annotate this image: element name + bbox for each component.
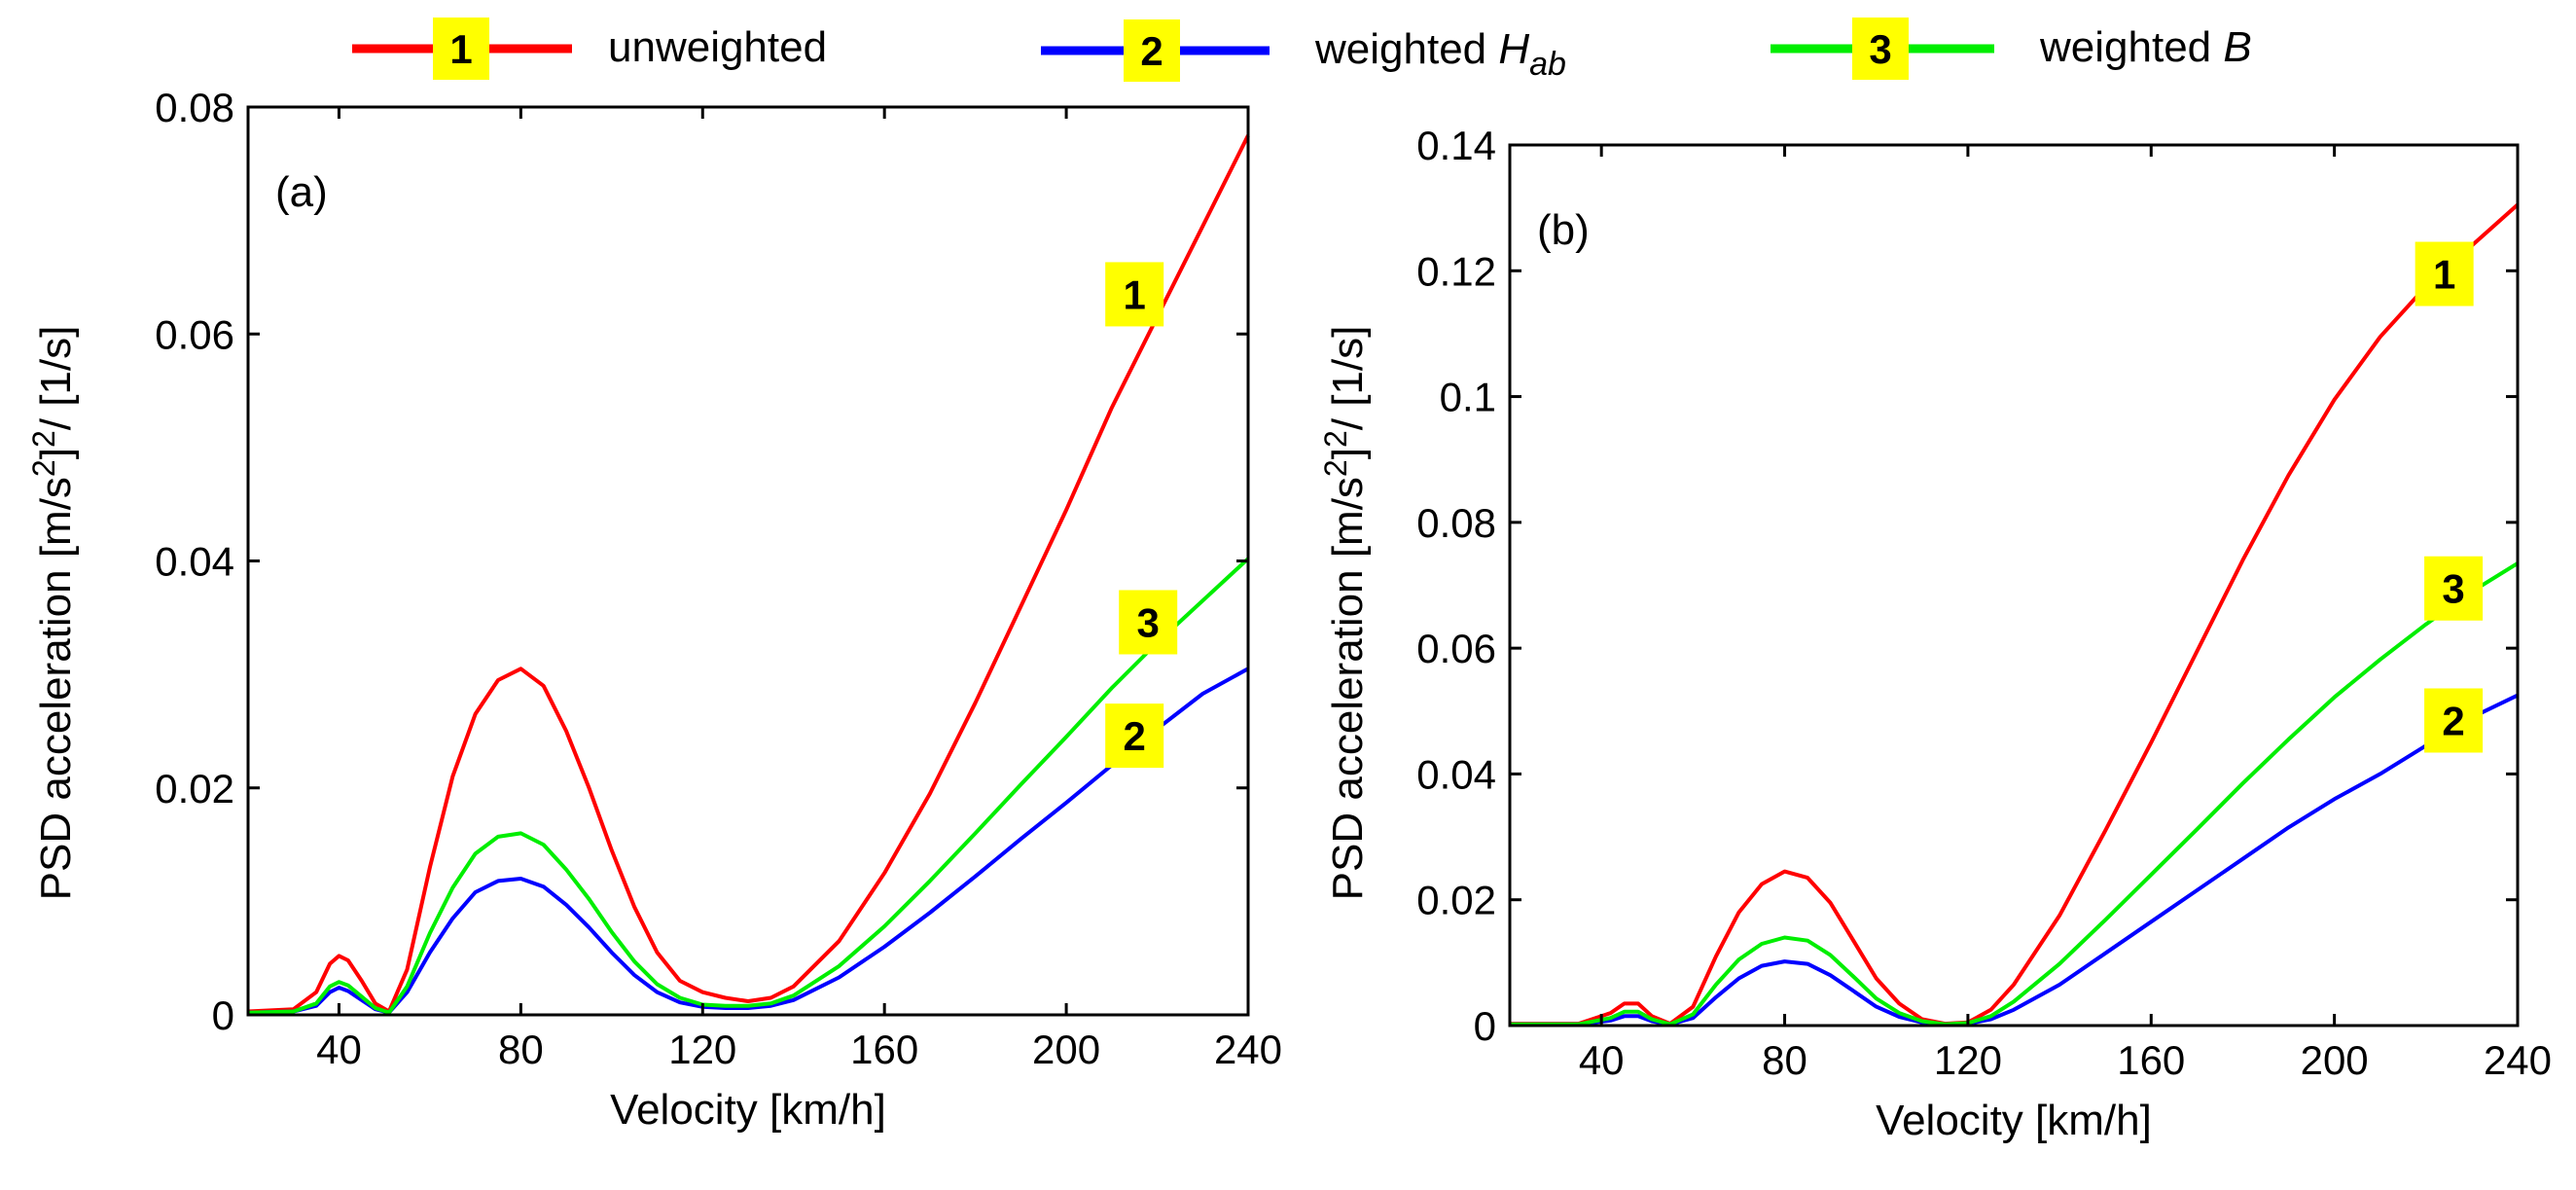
- curve-badge-label: 2: [1124, 713, 1146, 759]
- y-tick-label: 0: [212, 992, 234, 1038]
- plot-frame: [246, 105, 1250, 1017]
- legend-badge-1: [433, 18, 489, 80]
- x-tick-label: 200: [1032, 1027, 1100, 1072]
- legend-badge-3: [1852, 18, 1909, 80]
- y-tick-label: 0: [1474, 1003, 1496, 1049]
- y-axis-title-exp: 2: [1318, 430, 1353, 448]
- x-tick-label: 240: [2484, 1037, 2552, 1083]
- x-tick-label: 40: [1579, 1037, 1625, 1083]
- legend-label-weighted-hab: weighted Hab: [1314, 25, 1566, 83]
- x-tick-label: 120: [668, 1027, 736, 1072]
- legend-label-prefix: weighted: [2039, 23, 2223, 71]
- y-axis-title-exp: 2: [26, 459, 61, 477]
- curve-badge-label: 1: [2433, 252, 2455, 298]
- legend-badge-label: 3: [1869, 26, 1891, 72]
- y-tick-label: 0.02: [155, 766, 234, 811]
- series-line-weighted-b: [247, 557, 1250, 1015]
- curve-badge-label: 3: [2442, 566, 2464, 612]
- legend: 1 unweighted 2 weighted Hab 3 weighted B: [352, 18, 2252, 83]
- y-tick-label: 0.12: [1416, 248, 1496, 294]
- x-axis-title: Velocity [km/h]: [1876, 1097, 2152, 1144]
- y-axis-title-part: ]: [32, 448, 80, 459]
- chart-panel-a: PSD acceleration [m/s2]2/ [1/s] 40 80 120 1…: [26, 85, 1282, 1134]
- x-tick-label: 40: [316, 1027, 362, 1072]
- series-line-unweighted: [247, 134, 1250, 1014]
- y-axis-title: PSD acceleration [m/s2]2/ [1/s]: [1318, 326, 1372, 901]
- x-tick-label: 240: [1214, 1027, 1282, 1072]
- y-axis-title-part: / [1/s]: [1324, 326, 1372, 431]
- legend-badge-label: 1: [449, 26, 472, 72]
- x-tick-label: 80: [498, 1027, 544, 1072]
- y-tick-label: 0.14: [1416, 123, 1496, 168]
- curve-badge-1: [1105, 262, 1164, 327]
- legend-badge-2: [1124, 19, 1180, 82]
- legend-subscript-ab: ab: [1529, 46, 1566, 83]
- y-axis-title-part: PSD acceleration [m/s: [1324, 477, 1372, 900]
- y-axis-title-exp: 2: [1318, 459, 1353, 477]
- legend-item-weighted-hab: 2 weighted Hab: [1041, 19, 1566, 83]
- plot-frame: [1508, 143, 2520, 1028]
- x-axis-title: Velocity [km/h]: [610, 1086, 886, 1134]
- y-axis-title-part: / [1/s]: [32, 326, 80, 431]
- y-tick-label: 0.06: [155, 311, 234, 357]
- y-tick-label: 0.04: [155, 539, 234, 585]
- legend-label-unweighted: unweighted: [608, 23, 827, 71]
- y-tick-label: 0.08: [1416, 500, 1496, 546]
- y-tick-label: 0.02: [1416, 878, 1496, 923]
- curve-badge-2: [1105, 703, 1164, 769]
- panel-label: (a): [275, 168, 328, 216]
- series-line-weighted-hab: [247, 667, 1249, 1015]
- x-tick-label: 120: [1934, 1037, 2002, 1083]
- y-tick-label: 0.04: [1416, 751, 1496, 797]
- y-tick-label: 0.06: [1416, 626, 1496, 671]
- y-axis-title-exp: 2: [26, 430, 61, 448]
- curve-badge-label: 3: [1137, 599, 1160, 645]
- legend-label-prefix: weighted: [1314, 25, 1498, 73]
- curve-badge-3: [1119, 590, 1178, 655]
- legend-item-weighted-b: 3 weighted B: [1771, 18, 2252, 80]
- legend-label-weighted-b: weighted B: [2039, 23, 2252, 71]
- curve-badge-1: [2415, 241, 2474, 307]
- curve-badge-2: [2424, 688, 2484, 753]
- legend-symbol-h: H: [1498, 25, 1529, 73]
- y-tick-label: 0.1: [1440, 375, 1496, 420]
- series-line-weighted-b: [1510, 561, 2520, 1027]
- x-tick-label: 80: [1762, 1037, 1807, 1083]
- x-tick-label: 160: [2117, 1037, 2185, 1083]
- legend-item-unweighted: 1 unweighted: [352, 18, 827, 80]
- curve-badge-label: 2: [2442, 698, 2464, 743]
- panel-label: (b): [1537, 206, 1590, 254]
- y-axis-title-part: PSD acceleration [m/s: [32, 477, 80, 900]
- curve-badge-3: [2424, 556, 2484, 621]
- legend-badge-label: 2: [1140, 28, 1163, 74]
- curve-badge-label: 1: [1124, 271, 1146, 317]
- x-tick-label: 160: [850, 1027, 918, 1072]
- y-axis-title-part: ]: [1324, 448, 1372, 459]
- y-tick-label: 0.08: [155, 85, 234, 130]
- x-tick-label: 200: [2301, 1037, 2369, 1083]
- series-line-unweighted: [1510, 202, 2520, 1027]
- y-axis-title: PSD acceleration [m/s2]2/ [1/s]: [26, 326, 80, 901]
- legend-symbol-b: B: [2223, 23, 2251, 71]
- series-line-weighted-hab: [1510, 693, 2519, 1027]
- chart-panel-b: PSD acceleration [m/s2]2/ [1/s] 40 80 120 1…: [1318, 123, 2552, 1144]
